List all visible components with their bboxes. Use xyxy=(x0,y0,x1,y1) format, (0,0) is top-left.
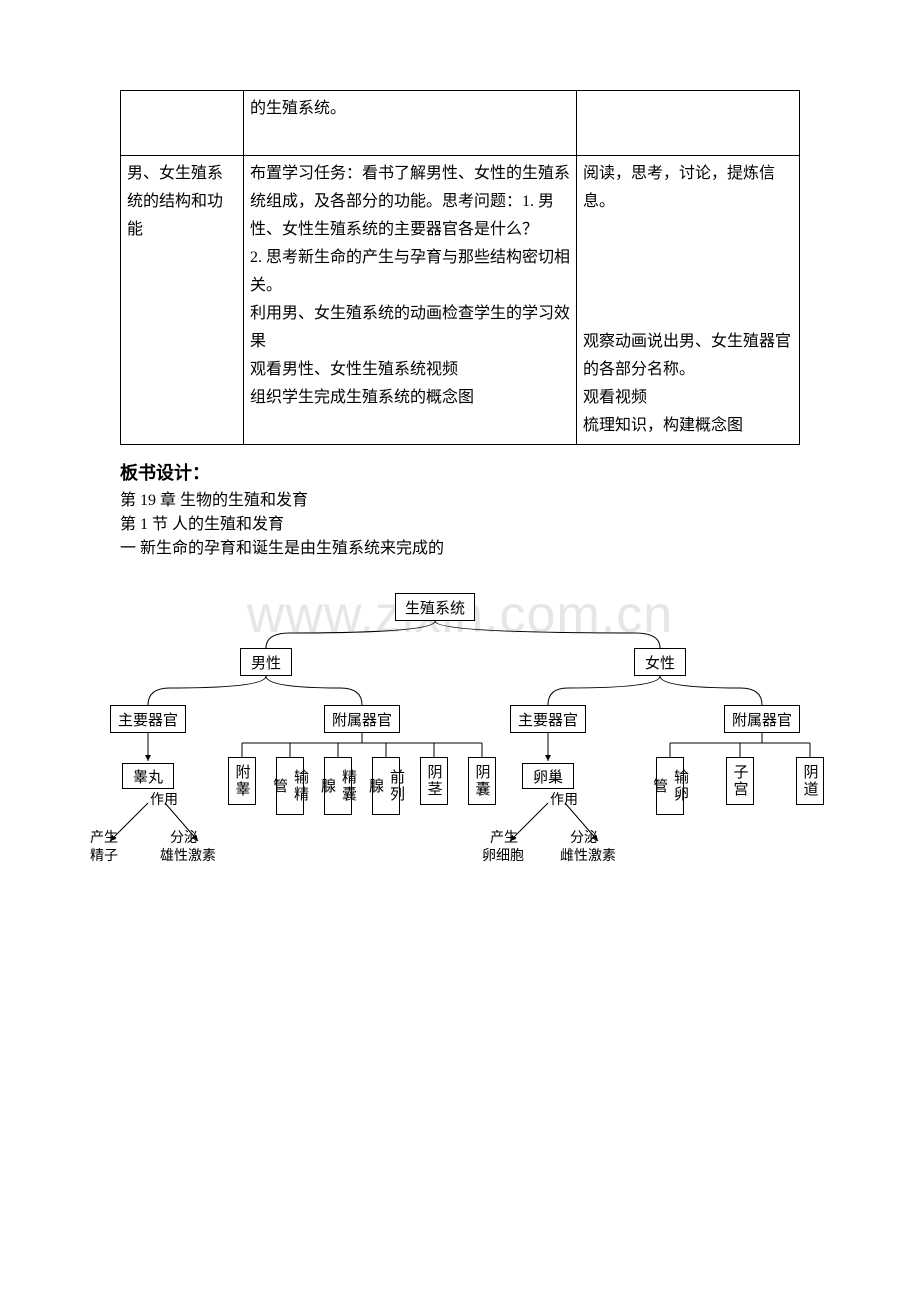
label-func-female: 作用 xyxy=(550,789,578,809)
heading-point1: 一 新生命的孕育和诞生是由生殖系统来完成的 xyxy=(120,537,800,561)
node-m-aux1: 附睾 xyxy=(228,757,256,805)
node-f-aux1: 输卵管 xyxy=(656,757,684,815)
node-f-aux3: 阴道 xyxy=(796,757,824,805)
text: 阅读，思考，讨论，提炼信息。 xyxy=(583,160,793,216)
node-root: 生殖系统 xyxy=(395,593,475,621)
cell-r0c2: 的生殖系统。 xyxy=(244,91,577,156)
label-func-male: 作用 xyxy=(150,789,178,809)
node-female: 女性 xyxy=(634,648,686,676)
text: 2. 思考新生命的产生与孕育与那些结构密切相关。 xyxy=(250,244,570,300)
cell-r1c3: 阅读，思考，讨论，提炼信息。 观察动画说出男、女生殖器官的各部分名称。 观看视频… xyxy=(577,156,800,445)
node-male-aux: 附属器官 xyxy=(324,705,400,733)
node-male-main: 主要器官 xyxy=(110,705,186,733)
cell-r1c2: 布置学习任务：看书了解男性、女性的生殖系统组成，及各部分的功能。思考问题：1. … xyxy=(244,156,577,445)
node-m-aux3: 精囊腺 xyxy=(324,757,352,815)
label-sperm: 精子 xyxy=(90,845,118,865)
label-secrete-f: 分泌 xyxy=(570,827,598,847)
cell-r1c1: 男、女生殖系统的结构和功能 xyxy=(121,156,244,445)
text: 的生殖系统。 xyxy=(250,100,346,117)
spacer xyxy=(583,216,793,328)
label-male-hormone: 雄性激素 xyxy=(160,845,216,865)
text: 组织学生完成生殖系统的概念图 xyxy=(250,384,570,412)
node-testis: 睾丸 xyxy=(122,763,174,789)
text: 观看视频 xyxy=(583,384,793,412)
text: 梳理知识，构建概念图 xyxy=(583,412,793,440)
heading-section: 第 1 节 人的生殖和发育 xyxy=(120,513,800,537)
label-egg: 卵细胞 xyxy=(482,845,524,865)
concept-chart: 生殖系统 男性 女性 主要器官 附属器官 主要器官 附属器官 睾丸 作用 卵巢 … xyxy=(90,593,850,993)
node-female-main: 主要器官 xyxy=(510,705,586,733)
label-secrete-m: 分泌 xyxy=(170,827,198,847)
node-m-aux6: 阴囊 xyxy=(468,757,496,805)
heading-chapter: 第 19 章 生物的生殖和发育 xyxy=(120,489,800,513)
node-ovary: 卵巢 xyxy=(522,763,574,789)
node-f-aux2: 子宫 xyxy=(726,757,754,805)
table-row: 的生殖系统。 xyxy=(121,91,800,156)
label-female-hormone: 雌性激素 xyxy=(560,845,616,865)
cell-r0c1 xyxy=(121,91,244,156)
table-row: 男、女生殖系统的结构和功能 布置学习任务：看书了解男性、女性的生殖系统组成，及各… xyxy=(121,156,800,445)
node-male: 男性 xyxy=(240,648,292,676)
label-produce-f: 产生 xyxy=(490,827,518,847)
node-m-aux2: 输精管 xyxy=(276,757,304,815)
label-produce-m: 产生 xyxy=(90,827,118,847)
text: 布置学习任务：看书了解男性、女性的生殖系统组成，及各部分的功能。思考问题：1. … xyxy=(250,160,570,244)
text: 观看男性、女性生殖系统视频 xyxy=(250,356,570,384)
page: www.zixin.com.cn 的生殖系统。 男、女生殖系统的结构和功能 布置… xyxy=(0,0,920,1302)
text: 观察动画说出男、女生殖器官的各部分名称。 xyxy=(583,328,793,384)
cell-r0c3 xyxy=(577,91,800,156)
lesson-table: 的生殖系统。 男、女生殖系统的结构和功能 布置学习任务：看书了解男性、女性的生殖… xyxy=(120,90,800,445)
heading-design: 板书设计： xyxy=(120,459,800,485)
text: 利用男、女生殖系统的动画检查学生的学习效果 xyxy=(250,300,570,356)
node-female-aux: 附属器官 xyxy=(724,705,800,733)
node-m-aux4: 前列腺 xyxy=(372,757,400,815)
node-m-aux5: 阴茎 xyxy=(420,757,448,805)
